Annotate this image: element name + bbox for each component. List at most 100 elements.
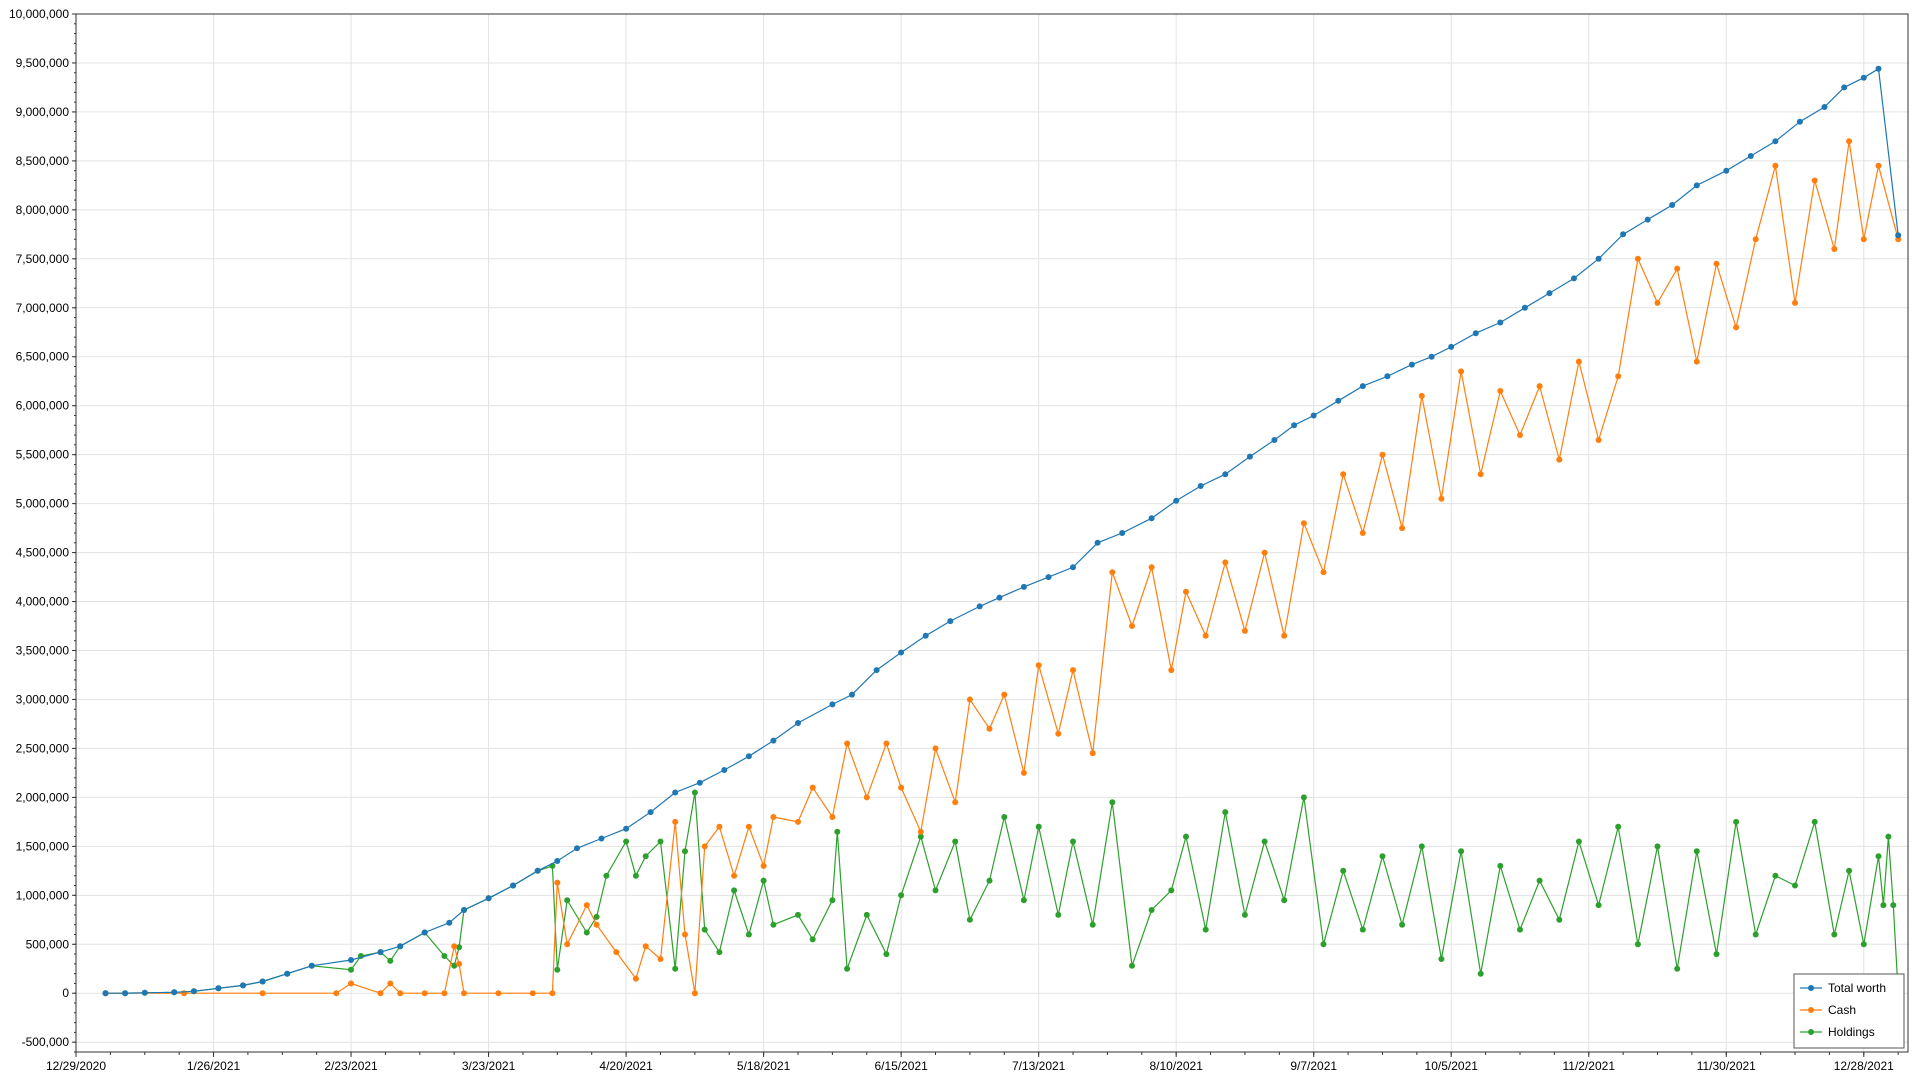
cash-point xyxy=(529,990,536,997)
total-worth-point xyxy=(1291,422,1298,429)
holdings-point xyxy=(1399,921,1406,928)
holdings-point xyxy=(770,921,777,928)
cash-point xyxy=(691,990,698,997)
total-worth-point xyxy=(1595,255,1602,262)
holdings-point xyxy=(917,833,924,840)
cash-point xyxy=(1860,236,1867,243)
cash-point xyxy=(1320,569,1327,576)
legend-item-cash: Cash xyxy=(1800,1003,1856,1017)
cash-point xyxy=(1536,383,1543,390)
x-tick-label: 10/5/2021 xyxy=(1425,1059,1479,1073)
total-worth-point xyxy=(485,895,492,902)
holdings-point xyxy=(966,916,973,923)
holdings-point xyxy=(441,953,448,959)
series-holdings xyxy=(102,789,1902,997)
cash-point xyxy=(1418,392,1425,399)
cash-point xyxy=(1070,667,1076,674)
y-tick-label: 7,500,000 xyxy=(16,252,70,266)
cash-point xyxy=(1035,662,1042,669)
total-worth-point xyxy=(745,753,752,760)
holdings-point xyxy=(898,892,905,899)
y-tick-label: 10,000,000 xyxy=(9,7,69,21)
holdings-point xyxy=(1693,848,1700,855)
total-worth-point xyxy=(1408,361,1415,368)
x-tick-label: 2/23/2021 xyxy=(324,1059,378,1073)
holdings-point xyxy=(1241,911,1248,918)
holdings-point xyxy=(691,789,698,796)
cash-point xyxy=(461,990,467,997)
y-tick-label: 6,000,000 xyxy=(16,399,70,413)
holdings-point xyxy=(952,838,959,845)
legend: Total worth Cash Holdings xyxy=(1793,973,1905,1049)
x-tick-label: 9/7/2021 xyxy=(1290,1059,1337,1073)
cash-point xyxy=(1634,255,1641,262)
cash-point xyxy=(549,990,556,997)
holdings-point xyxy=(1320,941,1327,948)
cash-point xyxy=(795,818,801,825)
total-worth-point xyxy=(534,867,541,874)
total-worth-point xyxy=(1070,564,1076,571)
total-worth-point xyxy=(259,978,266,985)
total-worth-point xyxy=(122,990,129,997)
cash-point xyxy=(1831,246,1838,252)
cash-point xyxy=(952,799,959,806)
total-worth-point xyxy=(1045,574,1052,581)
holdings-point xyxy=(623,838,630,845)
cash-point xyxy=(456,960,463,967)
holdings-point xyxy=(1536,877,1543,884)
cash-point xyxy=(1556,456,1563,463)
holdings-point xyxy=(731,887,738,894)
total-worth-point xyxy=(598,835,605,842)
cash-point xyxy=(1846,138,1853,145)
holdings-point xyxy=(451,962,458,969)
total-worth-point xyxy=(1723,167,1730,174)
total-worth-point xyxy=(1669,202,1676,208)
cash-point xyxy=(1733,324,1740,331)
y-tick-label: 2,000,000 xyxy=(16,790,70,804)
cash-point xyxy=(917,828,924,835)
x-tick-label: 12/28/2021 xyxy=(1834,1059,1894,1073)
series-layer xyxy=(102,65,1902,997)
total-worth-point xyxy=(190,988,197,995)
total-worth-point xyxy=(647,809,654,816)
cash-point xyxy=(760,862,767,869)
holdings-point xyxy=(1752,931,1759,938)
holdings-point xyxy=(1359,926,1366,933)
total-worth-point xyxy=(976,603,983,610)
cash-point xyxy=(986,725,993,732)
total-worth-point xyxy=(1428,353,1435,360)
y-tick-label: 3,000,000 xyxy=(16,692,70,706)
total-worth-point xyxy=(1644,216,1651,223)
holdings-point xyxy=(986,877,993,884)
cash-point xyxy=(1001,691,1008,698)
holdings-point xyxy=(1654,843,1661,850)
cash-point xyxy=(672,818,679,825)
total-worth-point xyxy=(1571,275,1577,282)
holdings-point xyxy=(1733,818,1740,825)
holdings-point xyxy=(760,877,767,884)
cash-point xyxy=(1595,437,1602,443)
cash-point xyxy=(809,784,816,791)
legend-label: Cash xyxy=(1828,1003,1856,1017)
holdings-point xyxy=(657,838,664,845)
holdings-point xyxy=(583,929,590,936)
holdings-point xyxy=(1089,921,1096,928)
holdings-point xyxy=(564,897,571,904)
cash-point xyxy=(1109,569,1116,576)
total-worth-point xyxy=(623,825,630,832)
cash-point xyxy=(883,740,890,747)
legend-item-total-worth: Total worth xyxy=(1800,981,1886,995)
holdings-point xyxy=(1109,799,1116,806)
cash-point xyxy=(1517,432,1523,439)
total-worth-point xyxy=(1796,118,1803,125)
total-worth-point xyxy=(377,949,384,956)
cash-point xyxy=(1752,236,1759,243)
holdings-point xyxy=(701,926,708,933)
holdings-point xyxy=(593,913,600,920)
cash-point xyxy=(1811,177,1818,184)
holdings-point xyxy=(603,872,610,879)
y-tick-label: -500,000 xyxy=(22,1035,70,1049)
total-worth-point xyxy=(1271,437,1278,443)
total-worth-point xyxy=(1310,412,1317,419)
y-tick-label: 8,000,000 xyxy=(16,203,70,217)
